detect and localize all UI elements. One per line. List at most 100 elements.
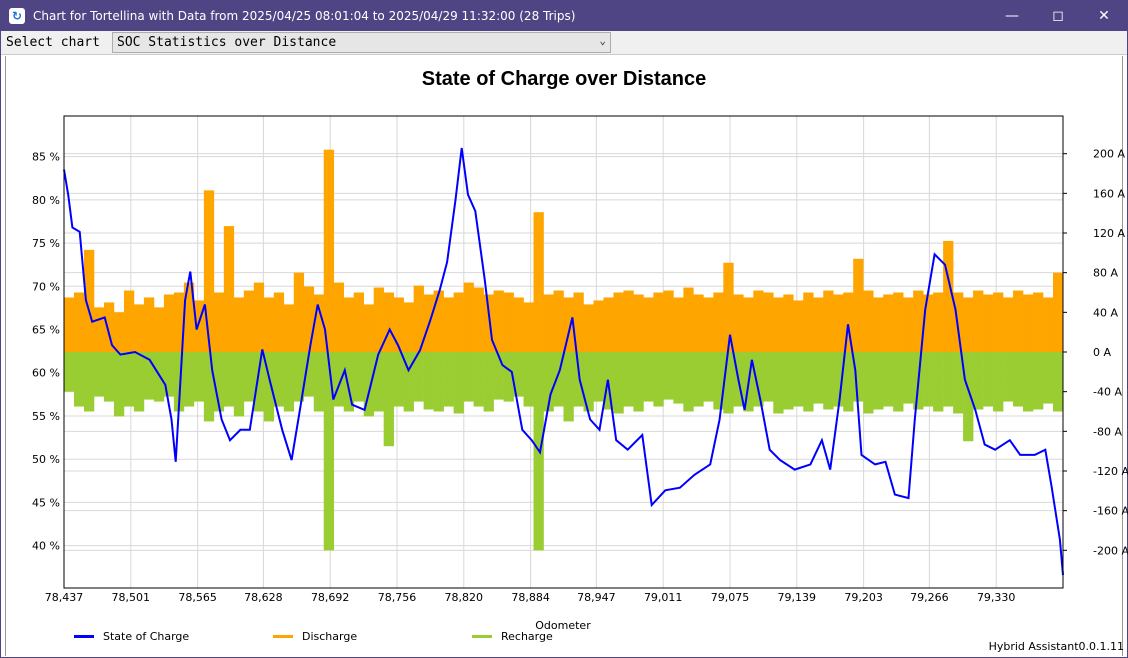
recharge-bar xyxy=(923,352,934,407)
discharge-bar xyxy=(603,297,614,352)
recharge-bar xyxy=(873,352,884,410)
discharge-bar xyxy=(273,292,285,352)
recharge-bar xyxy=(313,352,325,412)
legend-label: Discharge xyxy=(302,630,358,643)
y-right-tick-label: 160 A xyxy=(1093,187,1125,200)
recharge-bar xyxy=(563,352,574,422)
discharge-bar xyxy=(113,312,125,352)
discharge-bar xyxy=(793,300,804,352)
discharge-bar xyxy=(893,292,904,352)
chart-title: State of Charge over Distance xyxy=(421,68,707,90)
y-right-tick-label: -160 A xyxy=(1093,505,1128,518)
recharge-bar xyxy=(843,352,854,412)
recharge-bar xyxy=(803,352,814,412)
y-right-tick-label: -40 A xyxy=(1093,386,1122,399)
chart-select-dropdown[interactable]: SOC Statistics over Distance ⌄ xyxy=(112,32,611,53)
maximize-button[interactable]: ◻ xyxy=(1052,8,1064,24)
recharge-bar xyxy=(373,352,384,412)
discharge-bar xyxy=(193,300,205,352)
discharge-bar xyxy=(143,297,155,352)
recharge-bar xyxy=(173,352,185,412)
recharge-bar xyxy=(793,352,804,407)
recharge-bar xyxy=(643,352,654,402)
discharge-bar xyxy=(973,290,984,352)
recharge-bar xyxy=(773,352,784,414)
y-left-tick-label: 45 % xyxy=(32,496,60,509)
recharge-bar xyxy=(1043,352,1054,404)
recharge-bar xyxy=(853,352,864,402)
x-tick-label: 78,947 xyxy=(577,591,616,604)
version-label: Hybrid Assistant0.0.1.11 xyxy=(988,640,1124,653)
recharge-bar xyxy=(1003,352,1014,402)
discharge-bar xyxy=(763,292,774,352)
recharge-bar xyxy=(433,352,444,412)
x-tick-label: 78,692 xyxy=(311,591,350,604)
legend-recharge: Recharge xyxy=(472,630,553,643)
recharge-bar xyxy=(143,352,155,400)
discharge-bar xyxy=(403,302,414,352)
discharge-bar xyxy=(1033,292,1044,352)
recharge-bar xyxy=(953,352,964,414)
discharge-bar xyxy=(583,304,594,352)
discharge-bar xyxy=(593,300,604,352)
recharge-bar xyxy=(443,352,454,407)
discharge-bar xyxy=(473,287,484,352)
recharge-bar xyxy=(213,352,225,412)
recharge-bar xyxy=(623,352,634,407)
recharge-bar xyxy=(463,352,474,402)
discharge-bar xyxy=(963,297,974,352)
discharge-bar xyxy=(383,292,394,352)
recharge-bar xyxy=(163,352,175,397)
title-bar: ↻ Chart for Tortellina with Data from 20… xyxy=(1,1,1127,31)
app-icon: ↻ xyxy=(9,8,25,24)
recharge-bar xyxy=(943,352,954,407)
recharge-bar xyxy=(263,352,275,422)
recharge-bar xyxy=(233,352,245,417)
discharge-bar xyxy=(313,294,325,352)
discharge-bar xyxy=(293,272,305,352)
legend-swatch xyxy=(273,635,293,638)
discharge-bar xyxy=(333,282,345,352)
discharge-bar xyxy=(64,297,75,352)
y-right-tick-label: 40 A xyxy=(1093,306,1118,319)
recharge-bar xyxy=(763,352,774,402)
discharge-bar xyxy=(283,304,295,352)
recharge-bar xyxy=(543,352,554,412)
discharge-bar xyxy=(353,292,364,352)
discharge-bar xyxy=(773,297,784,352)
legend-label: State of Charge xyxy=(103,630,190,643)
recharge-bar xyxy=(413,352,424,402)
discharge-bar xyxy=(1023,294,1034,352)
y-right-tick-label: 0 A xyxy=(1093,346,1111,359)
legend-label: Recharge xyxy=(501,630,553,643)
discharge-bar xyxy=(233,297,245,352)
recharge-bar xyxy=(613,352,624,414)
minimize-button[interactable]: — xyxy=(1005,8,1019,24)
recharge-bar xyxy=(1053,352,1064,412)
discharge-bar xyxy=(923,294,934,352)
recharge-bar xyxy=(713,352,724,410)
close-button[interactable]: ✕ xyxy=(1098,8,1110,24)
discharge-bar xyxy=(363,304,374,352)
y-left-tick-label: 65 % xyxy=(32,324,60,337)
x-tick-label: 78,628 xyxy=(244,591,283,604)
recharge-bar xyxy=(933,352,944,412)
recharge-bar xyxy=(203,352,215,422)
discharge-bar xyxy=(1003,297,1014,352)
discharge-bar xyxy=(933,292,944,352)
recharge-bar xyxy=(753,352,764,407)
discharge-bar xyxy=(953,292,964,352)
discharge-bar xyxy=(883,294,894,352)
discharge-bar xyxy=(453,292,464,352)
discharge-bar xyxy=(133,304,145,352)
discharge-bar xyxy=(733,294,744,352)
recharge-bar xyxy=(723,352,734,414)
y-left-tick-label: 40 % xyxy=(32,540,60,553)
x-tick-label: 78,501 xyxy=(112,591,151,604)
chart-panel xyxy=(5,56,1123,656)
recharge-bar xyxy=(223,352,235,407)
recharge-bar xyxy=(183,352,195,407)
recharge-bar xyxy=(893,352,904,412)
recharge-bar xyxy=(113,352,125,417)
